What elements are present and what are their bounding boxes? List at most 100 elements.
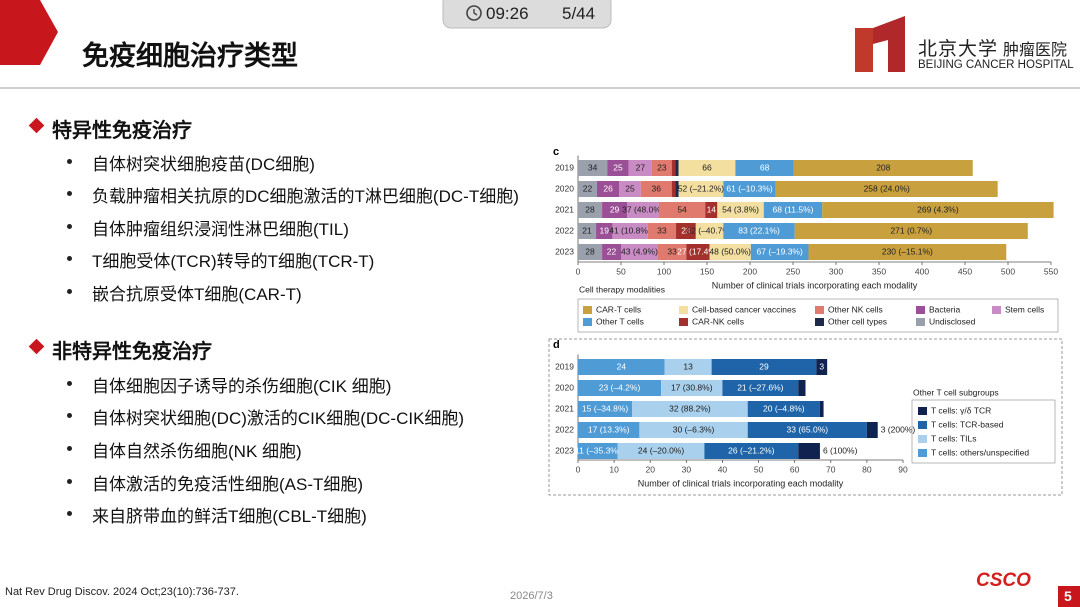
bar-segment	[578, 160, 608, 176]
bar-segment	[678, 181, 724, 197]
brand: CSCO	[976, 570, 1031, 591]
bar-label: 27 (17.4%)	[677, 246, 719, 256]
bar-segment	[735, 160, 794, 176]
bullet	[67, 256, 72, 261]
bar-label: 26	[603, 183, 613, 193]
x-tick-label: 50	[616, 266, 626, 276]
bar-segment	[628, 160, 652, 176]
bar-segment	[709, 244, 751, 260]
bar-segment	[578, 359, 665, 375]
bar-segment	[651, 160, 672, 176]
date: 2026/7/3	[510, 590, 553, 602]
x-tick-label: 350	[872, 266, 886, 276]
bar-label: 52 (–21.2%)	[678, 183, 724, 193]
bar-segment	[661, 380, 723, 396]
bar-label: 208	[876, 162, 890, 172]
section-heading: 特异性免疫治疗	[52, 120, 192, 142]
bar-label: 23	[681, 225, 691, 235]
legend-box	[577, 298, 1059, 333]
bar-segment	[722, 380, 799, 396]
x-tick-label: 250	[786, 266, 800, 276]
bullet	[67, 224, 72, 229]
bar-segment	[747, 422, 867, 438]
x-tick-label: 100	[657, 266, 671, 276]
bar-label: 269 (4.3%)	[917, 204, 959, 214]
bar-label: 32 (–40.7%)	[686, 225, 732, 235]
page-number-box	[1058, 586, 1080, 607]
panel-d-frame	[548, 338, 1063, 496]
bar-label: 43 (4.9%)	[621, 246, 658, 256]
bar-segment	[711, 359, 817, 375]
legend-label: Other T cells	[596, 316, 644, 326]
bar-segment	[822, 202, 1054, 218]
logo-dept: 肿瘤医院	[1003, 42, 1068, 59]
y-tick-label: 2022	[555, 225, 574, 235]
x-tick-label: 40	[718, 464, 728, 474]
bar-segment	[750, 244, 809, 260]
bar-segment	[621, 244, 658, 260]
bar-label: 54 (3.8%)	[722, 204, 759, 214]
x-tick-label: 20	[645, 464, 655, 474]
bar-label: 19	[599, 225, 609, 235]
legend-swatch	[916, 318, 925, 326]
logo-en: BEIJING CANCER HOSPITAL	[918, 59, 1074, 71]
bar-label: 61 (–10.3%)	[726, 183, 772, 193]
bar-label: 66	[702, 162, 712, 172]
bullet-item: 自体细胞因子诱导的杀伤细胞(CIK 细胞)	[92, 377, 392, 396]
bar-label: 15 (–34.8%)	[582, 403, 628, 413]
x-tick-label: 70	[826, 464, 836, 474]
bar-segment	[675, 181, 679, 197]
x-tick-label: 0	[576, 266, 581, 276]
bar-label: 68 (11.5%)	[773, 204, 814, 214]
bar-segment	[671, 160, 676, 176]
x-tick-label: 200	[743, 266, 757, 276]
legend-swatch	[916, 306, 925, 314]
bar-segment	[578, 443, 618, 459]
legend-label: CAR-T cells	[596, 304, 641, 314]
bar-segment	[617, 443, 705, 459]
bar-label: 25	[625, 183, 635, 193]
bar-segment	[596, 181, 620, 197]
legend-swatch	[815, 318, 824, 326]
bar-segment	[578, 244, 603, 260]
legend-label: Cell-based cancer vaccines	[692, 304, 796, 314]
x-tick-label: 300	[829, 266, 843, 276]
x-tick-label: 150	[700, 266, 714, 276]
slide-title: 免疫细胞治疗类型	[82, 41, 298, 71]
bar-segment	[640, 181, 672, 197]
bar-segment	[578, 380, 662, 396]
bullet	[67, 413, 72, 418]
bar-segment	[819, 401, 824, 417]
section-heading: 非特异性免疫治疗	[52, 341, 212, 363]
legend-label: T cells: γ/δ TCR	[931, 405, 991, 415]
chart-panel	[545, 140, 1065, 500]
legend-label: Bacteria	[929, 304, 960, 314]
bar-segment	[794, 223, 1028, 239]
bar-segment	[647, 223, 677, 239]
bar-label: 28	[585, 246, 595, 256]
panel-label: c	[553, 146, 559, 158]
bar-label: 20 (–4.8%)	[763, 403, 805, 413]
legend-swatch	[992, 306, 1001, 314]
legend-label: T cells: others/unspecified	[931, 447, 1029, 457]
bar-segment	[793, 160, 973, 176]
bar-segment	[695, 223, 724, 239]
bar-segment	[632, 401, 748, 417]
bar-segment	[816, 359, 828, 375]
citation: Nat Rev Drug Discov. 2024 Oct;23(10):736…	[5, 586, 239, 598]
bar-label: 36	[652, 183, 662, 193]
bullet-item: 自体肿瘤组织浸润性淋巴细胞(TIL)	[92, 220, 349, 239]
bar-segment	[808, 244, 1007, 260]
bar-label: 13	[683, 361, 693, 371]
bar-segment	[658, 202, 706, 218]
legend-label: CAR-NK cells	[692, 316, 744, 326]
bullet-item: 自体激活的免疫活性细胞(AS-T细胞)	[92, 475, 364, 494]
bullet-item: 负载肿瘤相关抗原的DC细胞激活的T淋巴细胞(DC-T细胞)	[92, 187, 519, 206]
legend-swatch	[583, 318, 592, 326]
y-tick-label: 2020	[555, 183, 574, 193]
bar-segment	[664, 359, 712, 375]
bar-label: 14	[707, 204, 717, 214]
bullet	[67, 191, 72, 196]
bar-label: 27	[636, 162, 646, 172]
bar-segment	[705, 202, 718, 218]
